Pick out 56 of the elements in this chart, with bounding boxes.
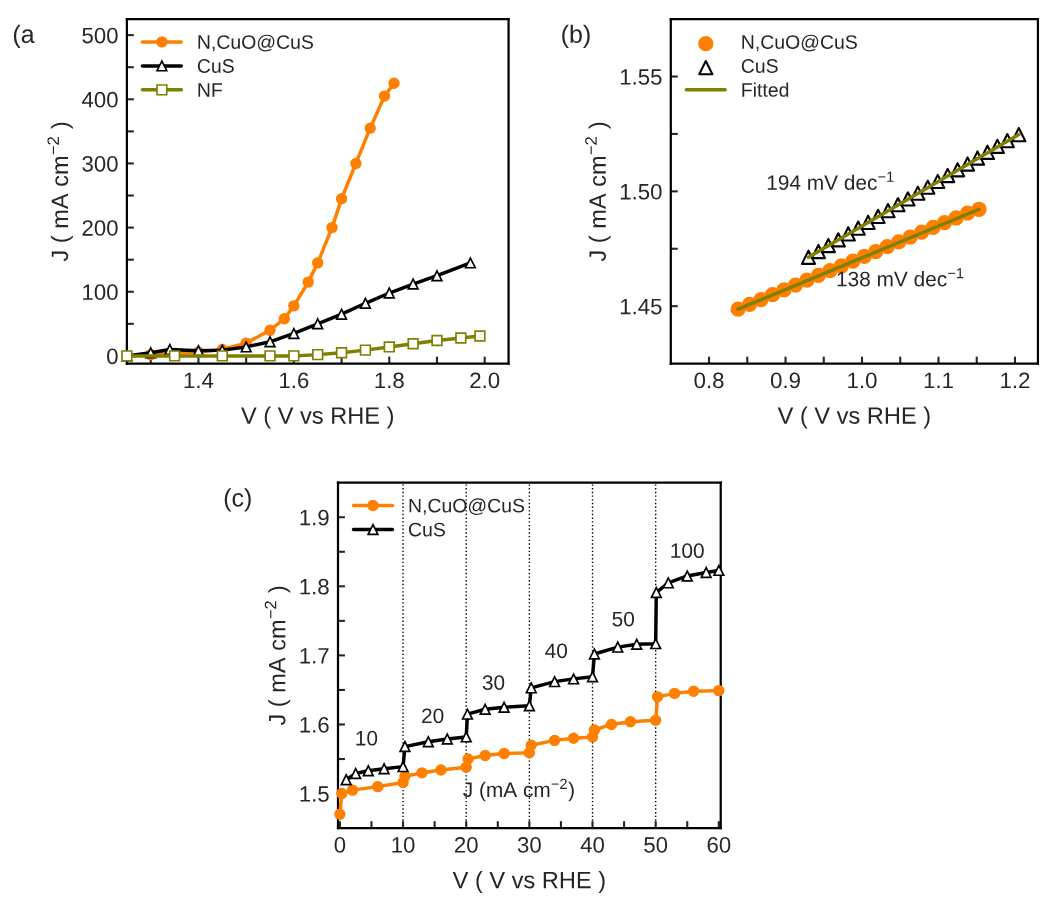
chart-title: (c) bbox=[224, 488, 251, 512]
annotation: 30 bbox=[482, 675, 505, 690]
legend-label: NF bbox=[198, 83, 223, 97]
x-axis-title: V ( V vs RHE ) bbox=[777, 406, 930, 429]
x-tick-label: 0.9 bbox=[770, 372, 800, 389]
y-tick-label: 200 bbox=[82, 220, 118, 236]
y-tick-label: 1.6 bbox=[300, 717, 329, 733]
x-tick-label: 40 bbox=[580, 837, 605, 853]
x-tick-label: 2.0 bbox=[470, 372, 500, 389]
x-tick-label: 1.6 bbox=[280, 372, 309, 389]
y-tick-label: 300 bbox=[82, 155, 118, 172]
x-tick-label: 20 bbox=[454, 837, 478, 853]
x-axis-title: V ( V vs RHE ) bbox=[241, 406, 393, 429]
y-tick-label: 1.8 bbox=[300, 578, 329, 595]
y-tick-label: 1.5 bbox=[300, 786, 329, 802]
legend-label: CuS bbox=[408, 522, 445, 537]
x-tick-label: 1.1 bbox=[924, 372, 953, 389]
annotation: 10 bbox=[356, 730, 378, 746]
x-tick-label: 1.0 bbox=[848, 372, 877, 389]
chart-title: (b) bbox=[562, 24, 590, 48]
x-tick-label: 0.8 bbox=[694, 372, 724, 389]
annotation: 20 bbox=[422, 708, 444, 724]
y-tick-label: 1.45 bbox=[620, 298, 662, 315]
legend-label: N,CuO@CuS bbox=[742, 34, 857, 52]
y-tick-label: 1.7 bbox=[300, 648, 329, 664]
x-tick-label: 50 bbox=[644, 837, 668, 853]
annotation: 194 mV dec$^{−1}$ bbox=[767, 171, 894, 190]
legend-label: N,CuO@CuS bbox=[409, 498, 525, 516]
chart-title: (a bbox=[13, 24, 35, 48]
y-tick-label: 1.9 bbox=[300, 509, 329, 526]
x-axis-title: V ( V vs RHE ) bbox=[452, 871, 605, 894]
x-tick-label: 10 bbox=[392, 837, 415, 853]
y-tick-label: 100 bbox=[83, 284, 118, 301]
y-axis-title: J ( mA cm$^{−2}$ ) bbox=[47, 122, 73, 262]
annotation: 40 bbox=[545, 643, 568, 659]
y-tick-label: 0 bbox=[107, 348, 118, 365]
x-tick-label: 0 bbox=[334, 837, 346, 853]
x-tick-label: 1.8 bbox=[375, 372, 404, 389]
annotation: J (mA cm$^{−2}$) bbox=[463, 778, 574, 802]
y-tick-label: 400 bbox=[81, 91, 118, 108]
annotation: 138 mV dec$^{−1}$ bbox=[837, 268, 964, 287]
annotation: 50 bbox=[612, 611, 634, 627]
x-tick-label: 60 bbox=[707, 837, 731, 853]
x-tick-label: 30 bbox=[517, 837, 541, 853]
y-axis-title: J ( mA cm$^{−2}$ ) bbox=[585, 122, 611, 262]
y-axis-title: J ( mA cm$^{−2}$ ) bbox=[264, 586, 291, 726]
x-tick-label: 1.4 bbox=[184, 372, 214, 389]
y-tick-label: 1.50 bbox=[620, 183, 662, 200]
y-tick-label: 1.55 bbox=[620, 69, 662, 85]
legend-label: Fitted bbox=[742, 82, 789, 97]
legend-label: N,CuO@CuS bbox=[198, 34, 313, 52]
legend-label: CuS bbox=[741, 59, 778, 73]
x-tick-label: 1.2 bbox=[1001, 372, 1030, 389]
y-tick-label: 500 bbox=[82, 27, 118, 44]
annotation: 100 bbox=[671, 543, 704, 559]
legend-label: CuS bbox=[197, 59, 234, 73]
